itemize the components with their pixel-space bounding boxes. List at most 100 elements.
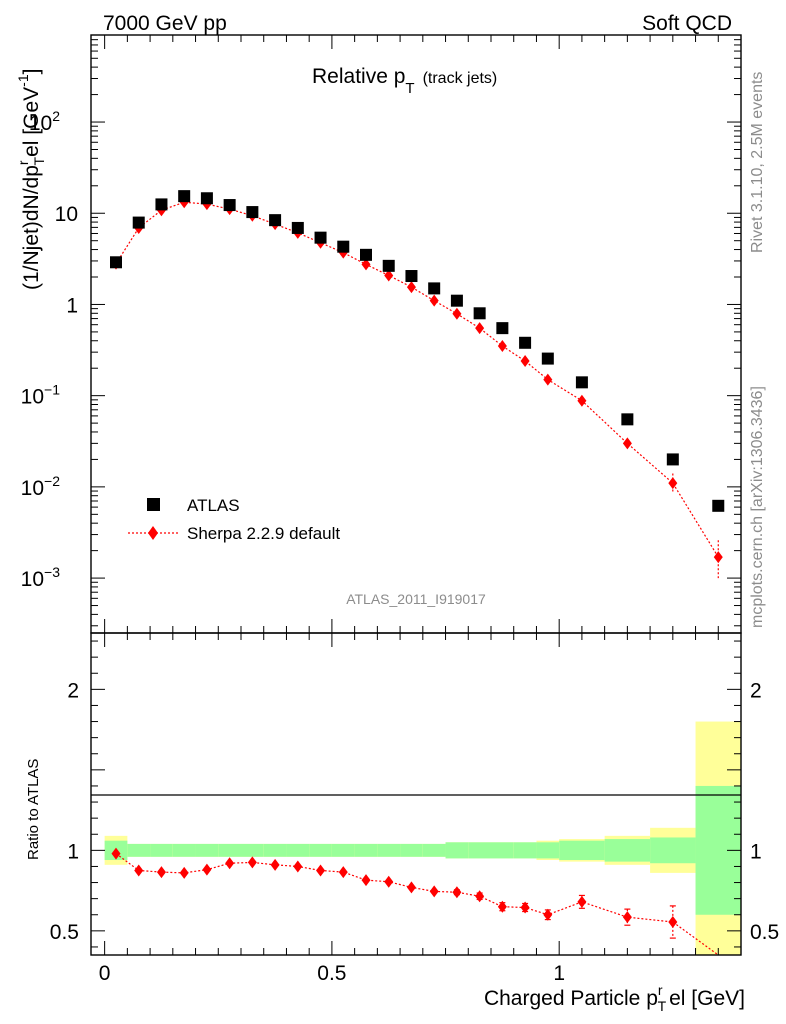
ratio-frame bbox=[90, 632, 742, 956]
atlas-point bbox=[200, 192, 213, 205]
main-y-tick-label: 10 bbox=[55, 203, 78, 226]
ratio-band-inner bbox=[331, 843, 355, 857]
ratio-x-tick-label: 0 bbox=[99, 962, 111, 985]
xlabel-main: Charged Particle p bbox=[484, 987, 658, 1010]
ylabel-main: (1/Njet)dN/dp bbox=[20, 165, 43, 290]
ratio-band-inner bbox=[400, 843, 423, 857]
sherpa-ratio-point bbox=[543, 908, 553, 921]
atlas-point bbox=[666, 453, 679, 466]
main-y-tick-base: 10 bbox=[55, 203, 78, 226]
main-y-tick-base: 1 bbox=[66, 294, 78, 317]
sherpa-point bbox=[429, 294, 439, 307]
legend-sherpa-label: Sherpa 2.2.9 default bbox=[187, 524, 340, 543]
atlas-point bbox=[110, 256, 122, 269]
main-y-tick-label: 10−3 bbox=[21, 564, 61, 591]
ylabel-tail-sup: -1 bbox=[15, 74, 31, 87]
sherpa-point bbox=[361, 258, 371, 271]
ratio-uncertainty-bands bbox=[104, 721, 741, 955]
sherpa-point bbox=[668, 477, 678, 490]
ratio-band-inner bbox=[445, 842, 469, 859]
main-y-tick-exp: −2 bbox=[44, 473, 60, 489]
sherpa-ratio-point bbox=[475, 890, 485, 903]
atlas-point bbox=[223, 199, 236, 212]
sherpa-point bbox=[452, 307, 462, 320]
main-title: Relative pT (track jets) bbox=[312, 65, 497, 97]
sherpa-ratio-point bbox=[520, 901, 530, 914]
ratio-y-tick-label-left: 0.5 bbox=[50, 921, 79, 944]
ratio-x-tick-label: 0.5 bbox=[317, 962, 346, 985]
sherpa-point bbox=[577, 394, 587, 407]
mcplots-label: mcplots.cern.ch [arXiv:1306.3436] bbox=[749, 386, 766, 628]
sherpa-ratio-point bbox=[225, 857, 235, 870]
sherpa-ratio-point bbox=[293, 860, 303, 873]
ylabel-tail: el [GeV bbox=[20, 87, 43, 157]
ratio-band-inner bbox=[127, 843, 151, 857]
atlas-point bbox=[382, 259, 395, 272]
ratio-band-inner bbox=[468, 842, 491, 859]
main-y-tick-base: 10 bbox=[29, 112, 52, 135]
ratio-axes: 0 0.5 1 0.5 0.5 1 1 2 2 bbox=[50, 633, 779, 985]
atlas-point bbox=[541, 352, 554, 365]
sherpa-point bbox=[497, 340, 507, 353]
sherpa-ratio-point bbox=[134, 864, 144, 877]
ratio-band-inner bbox=[536, 842, 560, 859]
atlas-point bbox=[155, 198, 168, 211]
ratio-band-inner bbox=[150, 843, 173, 857]
legend: ATLAS Sherpa 2.2.9 default bbox=[128, 496, 340, 543]
sherpa-point bbox=[475, 322, 485, 335]
ratio-band-inner bbox=[286, 843, 310, 857]
sherpa-ratio-point bbox=[452, 886, 462, 899]
sherpa-ratio-point bbox=[577, 895, 587, 908]
rivet-version-label: Rivet 3.1.10, 2.5M events bbox=[749, 72, 766, 253]
ratio-band-inner bbox=[559, 840, 605, 861]
sherpa-ratio-point bbox=[202, 863, 212, 876]
main-y-tick-base: 10 bbox=[21, 568, 44, 591]
header-process-label: Soft QCD bbox=[642, 12, 732, 35]
sherpa-point bbox=[520, 354, 530, 367]
main-y-tick-exp: −1 bbox=[44, 382, 60, 398]
ratio-band-inner bbox=[650, 837, 696, 864]
sherpa-ratio-point bbox=[361, 874, 371, 887]
ratio-y-tick-label-left: 1 bbox=[67, 840, 79, 863]
main-title-suffix: (track jets) bbox=[423, 70, 498, 87]
sherpa-point bbox=[543, 373, 553, 386]
legend-atlas-label: ATLAS bbox=[187, 496, 240, 515]
main-frame bbox=[90, 34, 742, 634]
ratio-band-inner bbox=[172, 843, 196, 857]
ratio-band-inner bbox=[377, 843, 401, 857]
atlas-point bbox=[519, 336, 532, 349]
atlas-point bbox=[575, 376, 588, 389]
analysis-id-label: ATLAS_2011_I919017 bbox=[346, 591, 486, 607]
main-data-marks bbox=[110, 190, 725, 579]
ratio-band-inner bbox=[263, 843, 287, 857]
ratio-band-inner bbox=[513, 842, 537, 859]
main-y-tick-label: 102 bbox=[29, 108, 60, 135]
sherpa-line bbox=[115, 201, 719, 558]
ratio-band-inner bbox=[491, 842, 514, 859]
xlabel-tail: el [GeV] bbox=[669, 987, 745, 1010]
atlas-point bbox=[621, 413, 634, 426]
main-y-tick-base: 10 bbox=[21, 477, 44, 500]
atlas-point bbox=[132, 216, 145, 229]
ratio-band-inner bbox=[604, 839, 651, 862]
ratio-band-inner bbox=[195, 843, 219, 857]
ratio-band-inner bbox=[309, 843, 332, 857]
sherpa-ratio-point bbox=[338, 866, 348, 879]
xlabel-sup: r bbox=[658, 982, 663, 998]
atlas-point bbox=[473, 307, 486, 320]
atlas-point bbox=[246, 206, 259, 219]
atlas-point bbox=[360, 248, 372, 261]
atlas-point bbox=[314, 231, 327, 244]
main-y-tick-exp: −3 bbox=[44, 564, 60, 580]
sherpa-ratio-point bbox=[156, 866, 166, 879]
atlas-point bbox=[405, 270, 418, 283]
ratio-y-tick-label-right: 1 bbox=[750, 840, 762, 863]
sherpa-point bbox=[406, 281, 416, 294]
sherpa-ratio-point bbox=[622, 911, 632, 924]
main-y-tick-base: 10 bbox=[21, 386, 44, 409]
ratio-x-tick-label: 1 bbox=[553, 962, 565, 985]
ratio-band-inner bbox=[218, 843, 241, 857]
ylabel-end: ] bbox=[20, 69, 43, 75]
